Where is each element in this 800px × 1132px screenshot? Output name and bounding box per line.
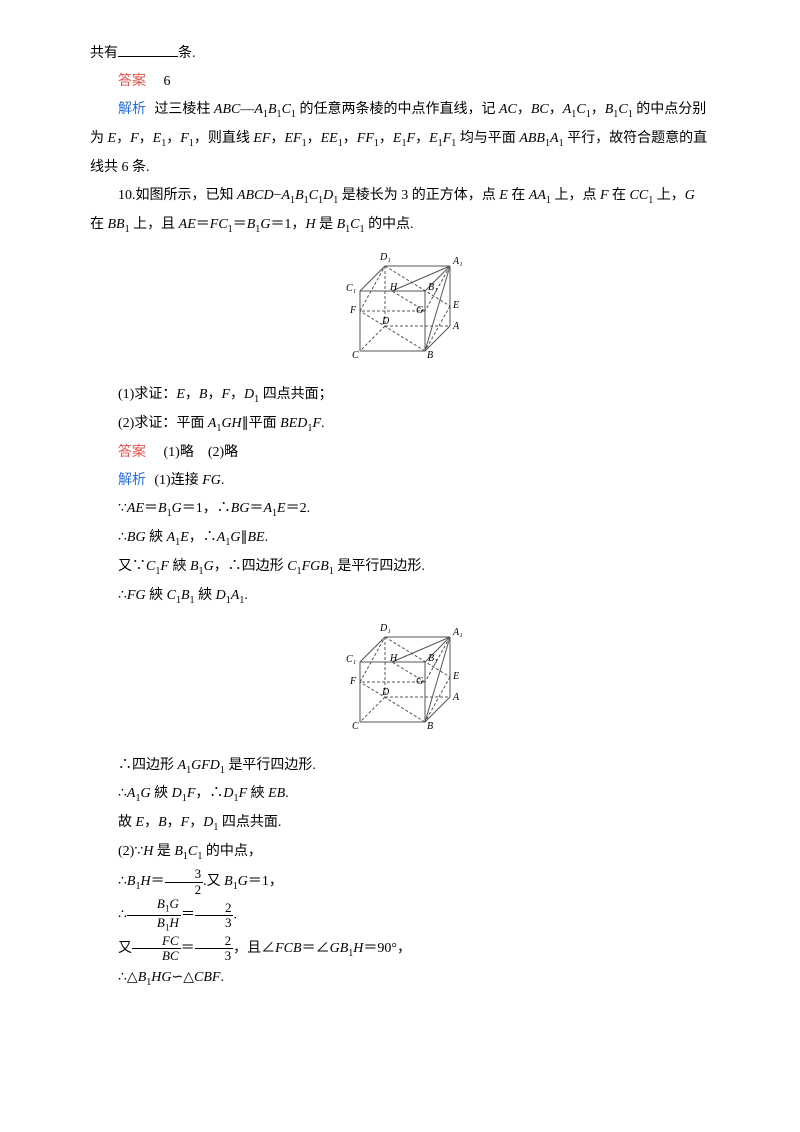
cube-diagram-2: D₁ A₁ C₁ B₁ H F G E D A C B xyxy=(90,617,710,746)
q10-ana-2: ∵AE＝B1G＝1，∴BG＝A1E＝2. xyxy=(90,495,710,524)
lbl-D: D xyxy=(381,316,390,327)
svg-text:H: H xyxy=(389,653,398,664)
svg-text:C: C xyxy=(352,721,359,732)
frac3-numL: FC xyxy=(132,934,181,949)
analysis-label: 解析 xyxy=(118,102,146,117)
q10-ana-3: ∴BG 綊 A1E，∴A1G∥BE. xyxy=(90,524,710,553)
lbl-G: G xyxy=(416,305,423,316)
lbl-C1: C₁ xyxy=(346,283,356,294)
q10-ana-11: ∴B1GB1H＝23. xyxy=(90,897,710,934)
answer-label: 答案 xyxy=(118,74,146,89)
q10-ana-12-pre: 又 xyxy=(118,941,132,956)
svg-text:F: F xyxy=(349,676,357,687)
q10-answer: (1)略 (2)略 xyxy=(164,445,239,460)
q10-ana-4: 又∵C1F 綊 B1G，∴四边形 C1FGB1 是平行四边形. xyxy=(90,553,710,582)
answer-label-2: 答案 xyxy=(118,445,146,460)
svg-text:A: A xyxy=(452,692,460,703)
svg-text:D₁: D₁ xyxy=(379,623,391,634)
cube-svg-2: D₁ A₁ C₁ B₁ H F G E D A C B xyxy=(330,617,470,735)
svg-text:A₁: A₁ xyxy=(452,627,463,638)
q10-ana-13: ∴△B1HG∽△CBF. xyxy=(90,964,710,993)
q10-ana-6: ∴四边形 A1GFD1 是平行四边形. xyxy=(90,752,710,781)
q10-ana-1: 解析(1)连接 FG. xyxy=(90,467,710,495)
frac3-denL: BC xyxy=(132,949,181,963)
q10-ana-7: ∴A1G 綊 D1F，∴D1F 綊 EB. xyxy=(90,780,710,809)
svg-text:B: B xyxy=(427,721,433,732)
cube-diagram-1: D₁ A₁ C₁ B₁ H F G E D A C B xyxy=(90,246,710,375)
q10-ana-12: 又FCBC＝23，且∠FCB＝∠GB1H＝90°， xyxy=(90,934,710,964)
blank-fill xyxy=(118,43,178,57)
cube-svg: D₁ A₁ C₁ B₁ H F G E D A C B xyxy=(330,246,470,364)
lbl-H: H xyxy=(389,282,398,293)
frac1-den: 2 xyxy=(165,883,204,897)
q10-ana-10-tail: .又 xyxy=(203,874,224,889)
lbl-C: C xyxy=(352,350,359,361)
analysis-label-2: 解析 xyxy=(118,473,146,488)
q10-part2: (2)求证：平面 A1GH∥平面 BED1F. xyxy=(90,410,710,439)
lbl-B: B xyxy=(427,350,433,361)
q10-answer-line: 答案 (1)略 (2)略 xyxy=(90,439,710,467)
q10-part1: (1)求证：E，B，F，D1 四点共面； xyxy=(90,381,710,410)
q10-ana-8: 故 E，B，F，D1 四点共面. xyxy=(90,809,710,838)
q9-answer: 6 xyxy=(164,74,171,89)
lbl-F: F xyxy=(349,305,357,316)
q10-ana-5: ∴FG 綊 C1B1 綊 D1A1. xyxy=(90,582,710,611)
lbl-E: E xyxy=(452,300,459,311)
frac2-numL: B1G xyxy=(127,897,181,916)
q9-trail: 共有条. xyxy=(90,40,710,68)
frac2-denL: B1H xyxy=(127,916,181,934)
q9-analysis: 解析过三棱柱 ABC—A1B1C1 的任意两条棱的中点作直线，记 AC，BC，A… xyxy=(90,96,710,182)
page: 共有条. 答案 6 解析过三棱柱 ABC—A1B1C1 的任意两条棱的中点作直线… xyxy=(0,0,800,1033)
frac1-num: 3 xyxy=(165,867,204,882)
svg-text:B₁: B₁ xyxy=(428,653,438,664)
lbl-D1: D₁ xyxy=(379,252,391,263)
svg-text:G: G xyxy=(416,676,423,687)
svg-text:C₁: C₁ xyxy=(346,654,356,665)
frac3-denR: 3 xyxy=(195,949,234,963)
q10-stem: 10.如图所示，已知 ABCD−A1B1C1D1 是棱长为 3 的正方体，点 E… xyxy=(90,182,710,240)
q9-answer-line: 答案 6 xyxy=(90,68,710,96)
lbl-A: A xyxy=(452,321,460,332)
svg-text:D: D xyxy=(381,687,390,698)
svg-text:E: E xyxy=(452,671,459,682)
frac2-denR: 3 xyxy=(195,916,234,930)
q10-ana-9: (2)∵H 是 B1C1 的中点， xyxy=(90,838,710,867)
frac2-numR: 2 xyxy=(195,901,234,916)
lbl-B1: B₁ xyxy=(428,282,438,293)
frac3-numR: 2 xyxy=(195,934,234,949)
lbl-A1: A₁ xyxy=(452,256,463,267)
q10-ana-10: ∴B1H＝32.又 B1G＝1， xyxy=(90,867,710,897)
